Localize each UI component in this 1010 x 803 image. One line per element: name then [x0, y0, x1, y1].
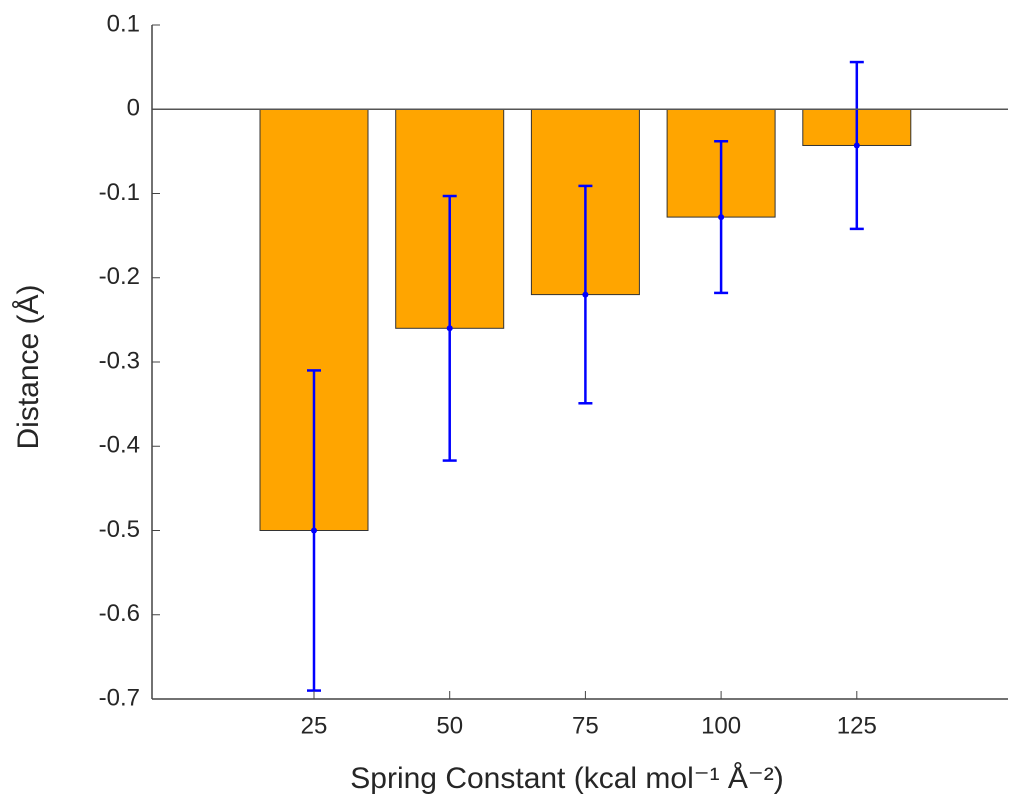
x-tick-label: 125 [837, 712, 877, 739]
error-center [446, 325, 453, 332]
error-center [718, 214, 725, 221]
y-tick-label: -0.5 [99, 516, 140, 543]
x-axis-label: Spring Constant (kcal mol⁻¹ Å⁻²) [350, 762, 783, 795]
y-tick-label: -0.2 [99, 263, 140, 290]
y-tick-label: -0.4 [99, 432, 140, 459]
error-center [853, 142, 860, 149]
error-center [311, 527, 317, 534]
y-tick-label: -0.6 [99, 600, 140, 627]
y-tick-label: -0.7 [99, 684, 140, 711]
y-tick-label: 0 [127, 95, 140, 122]
x-tick-label: 50 [436, 712, 463, 739]
x-tick-label: 25 [301, 712, 328, 739]
y-axis-label: Distance (Å) [12, 284, 45, 449]
y-tick-label: -0.1 [99, 179, 140, 206]
y-tick-label: -0.3 [99, 347, 140, 374]
x-tick-label: 75 [572, 712, 599, 739]
y-tick-label: 0.1 [107, 10, 140, 37]
x-tick-label: 100 [701, 712, 741, 739]
error-center [582, 291, 589, 298]
